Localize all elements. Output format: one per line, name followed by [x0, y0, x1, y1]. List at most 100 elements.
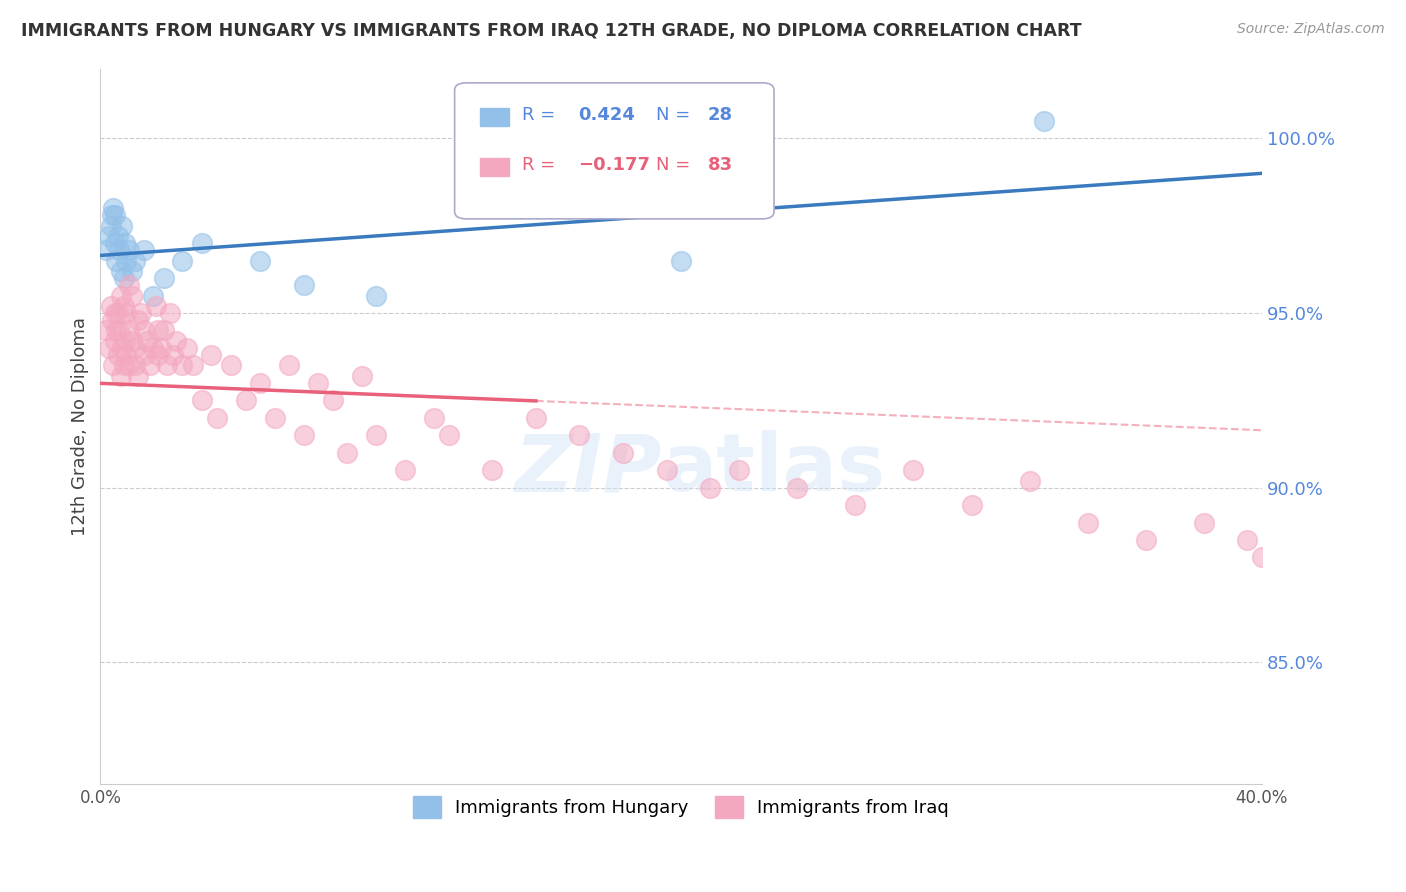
- Point: [1236, 533, 1258, 547]
- Point: [132, 323, 155, 337]
- Point: [98, 229, 121, 244]
- Point: [105, 323, 128, 337]
- Point: [127, 313, 149, 327]
- Point: [1251, 550, 1274, 565]
- Point: [181, 359, 204, 373]
- Point: [132, 243, 155, 257]
- Point: [235, 393, 257, 408]
- Point: [112, 271, 135, 285]
- Text: −0.177: −0.177: [578, 156, 650, 174]
- Point: [903, 463, 925, 477]
- Point: [101, 313, 124, 327]
- Point: [112, 299, 135, 313]
- Point: [103, 201, 125, 215]
- Point: [107, 306, 129, 320]
- Text: IMMIGRANTS FROM HUNGARY VS IMMIGRANTS FROM IRAQ 12TH GRADE, NO DIPLOMA CORRELATI: IMMIGRANTS FROM HUNGARY VS IMMIGRANTS FR…: [21, 22, 1081, 40]
- Point: [350, 368, 373, 383]
- Point: [142, 341, 165, 355]
- Point: [336, 445, 359, 459]
- Point: [148, 323, 170, 337]
- Text: 0.424: 0.424: [578, 106, 634, 124]
- Point: [1135, 533, 1157, 547]
- Point: [114, 236, 136, 251]
- Point: [481, 463, 503, 477]
- Point: [612, 445, 634, 459]
- Point: [129, 306, 152, 320]
- Point: [1265, 568, 1288, 582]
- Point: [111, 219, 134, 233]
- Point: [118, 278, 141, 293]
- Point: [127, 368, 149, 383]
- Point: [103, 359, 125, 373]
- Point: [219, 359, 242, 373]
- Point: [115, 253, 138, 268]
- Y-axis label: 12th Grade, No Diploma: 12th Grade, No Diploma: [72, 317, 89, 536]
- Point: [142, 288, 165, 302]
- Point: [170, 359, 193, 373]
- Point: [1077, 516, 1099, 530]
- Point: [107, 229, 129, 244]
- Point: [200, 348, 222, 362]
- Point: [121, 288, 143, 302]
- Point: [115, 306, 138, 320]
- Point: [108, 243, 131, 257]
- Text: Source: ZipAtlas.com: Source: ZipAtlas.com: [1237, 22, 1385, 37]
- Point: [148, 348, 170, 362]
- Point: [437, 428, 460, 442]
- Text: N =: N =: [655, 156, 696, 174]
- Point: [153, 323, 176, 337]
- Point: [278, 359, 301, 373]
- Text: R =: R =: [522, 156, 561, 174]
- Point: [104, 208, 127, 222]
- FancyBboxPatch shape: [454, 83, 775, 219]
- Point: [655, 463, 678, 477]
- Point: [1018, 474, 1040, 488]
- Point: [162, 348, 184, 362]
- Point: [124, 341, 146, 355]
- Point: [786, 481, 808, 495]
- Point: [118, 359, 141, 373]
- Point: [1309, 673, 1331, 687]
- Point: [150, 341, 173, 355]
- Point: [366, 428, 388, 442]
- Point: [156, 359, 179, 373]
- Text: 83: 83: [707, 156, 733, 174]
- Point: [98, 341, 121, 355]
- Point: [170, 253, 193, 268]
- FancyBboxPatch shape: [481, 158, 509, 176]
- Point: [1033, 114, 1056, 128]
- Point: [138, 359, 160, 373]
- Point: [111, 341, 134, 355]
- Point: [1279, 648, 1302, 663]
- Point: [124, 253, 146, 268]
- Point: [153, 271, 176, 285]
- Text: 28: 28: [707, 106, 733, 124]
- Point: [292, 278, 315, 293]
- Point: [292, 428, 315, 442]
- Point: [118, 323, 141, 337]
- Point: [101, 208, 124, 222]
- Point: [115, 348, 138, 362]
- Point: [100, 219, 122, 233]
- Point: [423, 410, 446, 425]
- Point: [104, 334, 127, 348]
- Point: [191, 393, 214, 408]
- Text: atlas: atlas: [662, 431, 886, 508]
- Point: [110, 368, 132, 383]
- Point: [728, 463, 751, 477]
- Point: [96, 323, 118, 337]
- Point: [108, 323, 131, 337]
- Point: [669, 253, 692, 268]
- Point: [107, 348, 129, 362]
- Point: [121, 334, 143, 348]
- Point: [165, 334, 187, 348]
- Point: [394, 463, 416, 477]
- Point: [104, 306, 127, 320]
- Point: [307, 376, 329, 390]
- Point: [110, 264, 132, 278]
- Point: [110, 288, 132, 302]
- Text: R =: R =: [522, 106, 561, 124]
- Point: [568, 428, 591, 442]
- Point: [96, 243, 118, 257]
- Point: [249, 253, 271, 268]
